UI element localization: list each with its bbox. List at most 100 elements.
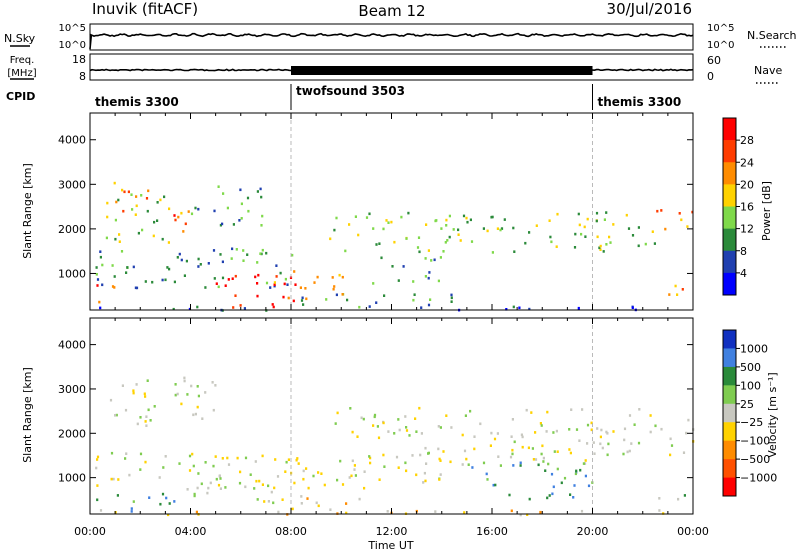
echo-cell xyxy=(470,240,474,243)
echo-cell xyxy=(579,468,582,472)
echo-cell xyxy=(161,278,164,282)
echo-cell xyxy=(270,490,273,494)
echo-cell xyxy=(623,427,627,431)
echo-cell xyxy=(132,265,135,269)
echo-cell xyxy=(416,246,420,249)
echo-cell xyxy=(267,484,270,488)
echo-cell xyxy=(496,227,499,230)
echo-cell xyxy=(109,398,113,402)
echo-cell xyxy=(144,280,147,283)
echo-cell xyxy=(182,230,185,233)
echo-cell xyxy=(112,477,115,481)
echo-cell xyxy=(156,201,159,204)
echo-cell xyxy=(360,416,363,420)
echo-cell xyxy=(518,306,521,310)
echo-cell xyxy=(243,307,246,310)
echo-cell xyxy=(602,250,605,253)
echo-cell xyxy=(631,306,634,309)
beam-title: Beam 12 xyxy=(358,2,425,20)
echo-cell xyxy=(110,451,114,455)
echo-cell xyxy=(267,500,270,503)
echo-cell xyxy=(317,471,320,474)
echo-cell xyxy=(572,496,575,499)
echo-cell xyxy=(512,226,515,230)
echo-cell xyxy=(161,237,164,241)
echo-cell xyxy=(593,452,596,455)
echo-cell xyxy=(185,259,188,263)
echo-cell xyxy=(137,231,140,235)
echo-cell xyxy=(417,236,421,239)
echo-cell xyxy=(407,211,410,215)
x-tick-label: 04:00 xyxy=(175,525,207,538)
velocity-colorbar: 1000 500 100 25 −25 −100 −500 −1000 xyxy=(722,329,777,497)
echo-cell xyxy=(135,204,138,208)
echo-cell xyxy=(425,462,428,465)
power-cells xyxy=(95,181,694,312)
echo-cell xyxy=(445,414,448,417)
colorbar-tick-label: 8 xyxy=(740,245,747,258)
echo-cell xyxy=(95,273,98,276)
echo-cell xyxy=(271,303,274,306)
echo-cell xyxy=(287,458,290,461)
echo-cell xyxy=(187,210,190,213)
echo-cell xyxy=(224,284,227,287)
echo-cell xyxy=(234,294,237,297)
echo-cell xyxy=(449,460,452,464)
echo-cell xyxy=(512,464,515,467)
echo-cell xyxy=(246,253,249,256)
echo-cell xyxy=(450,296,453,300)
echo-cell xyxy=(214,455,217,458)
echo-cell xyxy=(144,420,147,423)
echo-cell xyxy=(528,231,531,234)
echo-cell xyxy=(444,241,447,244)
echo-cell xyxy=(197,472,200,475)
echo-cell xyxy=(568,448,571,451)
echo-cell xyxy=(479,422,482,426)
echo-cell xyxy=(259,187,262,191)
echo-cell xyxy=(420,432,423,435)
echo-cell xyxy=(196,405,199,409)
colorbar-segment xyxy=(723,477,736,497)
echo-cell xyxy=(442,450,445,453)
echo-cell xyxy=(96,484,99,487)
time-axis: 00:00 04:00 08:00 12:00 16:00 20:00 00:00 xyxy=(74,525,709,538)
echo-cell xyxy=(670,444,674,447)
echo-cell xyxy=(193,494,196,498)
echo-cell xyxy=(513,250,516,253)
echo-cell xyxy=(397,279,400,282)
echo-cell xyxy=(135,286,139,290)
echo-cell xyxy=(218,474,221,477)
echo-cell xyxy=(242,249,245,252)
echo-cell xyxy=(313,281,316,284)
echo-cell xyxy=(405,429,409,432)
echo-cell xyxy=(463,511,466,514)
echo-cell xyxy=(106,201,109,205)
echo-cell xyxy=(510,435,513,438)
echo-cell xyxy=(461,433,464,437)
echo-cell xyxy=(569,493,572,496)
echo-cell xyxy=(499,228,502,232)
echo-cell xyxy=(96,455,100,459)
echo-cell xyxy=(348,223,351,226)
echo-cell xyxy=(231,277,234,280)
echo-cell xyxy=(285,460,288,464)
echo-cell xyxy=(553,450,556,453)
echo-cell xyxy=(197,394,200,398)
power-ylabel: Slant Range [km] xyxy=(21,163,34,259)
echo-cell xyxy=(176,256,179,259)
echo-cell xyxy=(167,513,170,517)
echo-cell xyxy=(386,510,389,513)
echo-cell xyxy=(442,250,445,253)
echo-cell xyxy=(118,240,121,243)
echo-cell xyxy=(575,428,579,431)
echo-cell xyxy=(183,376,186,380)
echo-cell xyxy=(211,381,214,384)
echo-cell xyxy=(335,216,338,220)
echo-cell xyxy=(508,493,511,497)
echo-cell xyxy=(331,276,334,279)
echo-cell xyxy=(649,430,652,434)
echo-cell xyxy=(144,395,147,398)
echo-cell xyxy=(346,298,349,302)
echo-cell xyxy=(521,445,524,449)
